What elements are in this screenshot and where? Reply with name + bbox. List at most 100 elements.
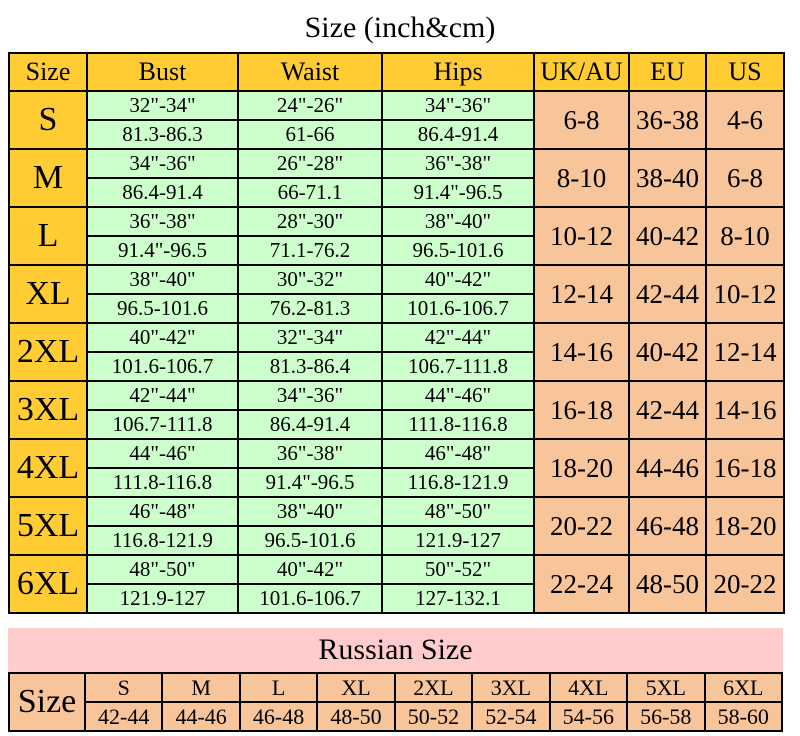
- table-row-cm: 121.9-127 101.6-106.7 127-132.1: [9, 583, 784, 614]
- size-label: 4XL: [8, 438, 88, 498]
- table-row: 6XL 48"-50" 40"-42" 50"-52" 22-24 48-50 20-22: [8, 554, 785, 614]
- waist-inch: 36"-38": [237, 438, 383, 469]
- size-label: 2XL: [8, 322, 88, 382]
- header-waist: Waist: [237, 52, 383, 92]
- table-row: S 32"-34" 24"-26" 34"-36" 6-8 36-38 4-6: [8, 90, 785, 150]
- table-row: L 36"-38" 28"-30" 38"-40" 10-12 40-42 8-10: [8, 206, 785, 266]
- us-size: 14-16: [705, 380, 785, 440]
- bust-inch: 38"-40": [86, 264, 239, 295]
- eu-size: 42-44: [628, 264, 707, 324]
- size-label: S: [8, 90, 88, 150]
- russian-number-cell: 44-46: [161, 701, 241, 732]
- russian-number-cell: 58-60: [703, 701, 783, 732]
- waist-inch: 40"-42": [237, 554, 383, 585]
- russian-number-cell: 50-52: [393, 701, 474, 732]
- hips-inch: 36"-38": [381, 148, 535, 179]
- uk-au-size: 6-8: [533, 90, 630, 150]
- uk-au-size: 16-18: [533, 380, 630, 440]
- us-size: 16-18: [705, 438, 785, 498]
- hips-inch: 46"-48": [381, 438, 535, 469]
- size-label: 5XL: [8, 496, 88, 556]
- bust-inch: 36"-38": [86, 206, 239, 237]
- hips-cm: 127-132.1: [381, 583, 535, 614]
- hips-cm: 106.7-111.8: [381, 351, 535, 382]
- table-row-cm: 81.3-86.3 61-66 86.4-91.4: [9, 119, 784, 150]
- size-label: 6XL: [8, 554, 88, 614]
- russian-size-cell: 3XL: [471, 672, 551, 703]
- header-row: Size Bust Waist Hips UK/AU EU US: [8, 52, 785, 92]
- uk-au-size: 12-14: [533, 264, 630, 324]
- bust-inch: 40"-42": [86, 322, 239, 353]
- russian-size-row: Size S M L XL 2XL 3XL 4XL 5XL 6XL: [8, 672, 783, 732]
- russian-number-cell: 46-48: [238, 701, 319, 732]
- hips-cm: 116.8-121.9: [381, 467, 535, 498]
- us-size: 18-20: [705, 496, 785, 556]
- eu-size: 42-44: [628, 380, 707, 440]
- table-row: 5XL 46"-48" 38"-40" 48"-50" 20-22 46-48 18-20: [8, 496, 785, 556]
- russian-size-cell: L: [238, 672, 319, 703]
- us-size: 4-6: [705, 90, 785, 150]
- bust-inch: 42"-44": [86, 380, 239, 411]
- table-row: M 34"-36" 26"-28" 36"-38" 8-10 38-40 6-8: [8, 148, 785, 208]
- bust-cm: 91.4"-96.5: [86, 235, 239, 266]
- size-label: 3XL: [8, 380, 88, 440]
- bust-inch: 44"-46": [86, 438, 239, 469]
- uk-au-size: 20-22: [533, 496, 630, 556]
- waist-inch: 24"-26": [237, 90, 383, 121]
- russian-number-cell: 52-54: [471, 701, 551, 732]
- bust-cm: 86.4-91.4: [86, 177, 239, 208]
- bust-cm: 111.8-116.8: [86, 467, 239, 498]
- table-row: 3XL 42"-44" 34"-36" 44"-46" 16-18 42-44 14-16: [8, 380, 785, 440]
- bust-cm: 101.6-106.7: [86, 351, 239, 382]
- russian-size-cell: 4XL: [548, 672, 629, 703]
- hips-inch: 38"-40": [381, 206, 535, 237]
- size-rows: S 32"-34" 24"-26" 34"-36" 6-8 36-38 4-6 81.3-86…: [8, 90, 785, 614]
- header-hips: Hips: [381, 52, 535, 92]
- eu-size: 40-42: [628, 206, 707, 266]
- bust-inch: 32"-34": [86, 90, 239, 121]
- russian-size-cell: XL: [316, 672, 396, 703]
- hips-inch: 50"-52": [381, 554, 535, 585]
- bust-cm: 96.5-101.6: [86, 293, 239, 324]
- header-bust: Bust: [86, 52, 239, 92]
- uk-au-size: 14-16: [533, 322, 630, 382]
- table-row-cm: 86.4-91.4 66-71.1 91.4"-96.5: [9, 177, 784, 208]
- table-row-cm: 111.8-116.8 91.4"-96.5 116.8-121.9: [9, 467, 784, 498]
- eu-size: 46-48: [628, 496, 707, 556]
- us-size: 20-22: [705, 554, 785, 614]
- waist-cm: 86.4-91.4: [237, 409, 383, 440]
- hips-inch: 42"-44": [381, 322, 535, 353]
- bust-cm: 106.7-111.8: [86, 409, 239, 440]
- header-eu: EU: [628, 52, 707, 92]
- bust-inch: 48"-50": [86, 554, 239, 585]
- us-size: 6-8: [705, 148, 785, 208]
- size-chart-table: Size Bust Waist Hips UK/AU EU US S 32"-34…: [8, 52, 785, 614]
- header-us: US: [705, 52, 785, 92]
- table-row-cm: 116.8-121.9 96.5-101.6 121.9-127: [9, 525, 784, 556]
- eu-size: 36-38: [628, 90, 707, 150]
- hips-inch: 48"-50": [381, 496, 535, 527]
- russian-size-title: Russian Size: [8, 628, 783, 672]
- table-row-cm: 96.5-101.6 76.2-81.3 101.6-106.7: [9, 293, 784, 324]
- eu-size: 40-42: [628, 322, 707, 382]
- us-size: 8-10: [705, 206, 785, 266]
- russian-size-cell: 6XL: [703, 672, 783, 703]
- waist-cm: 76.2-81.3: [237, 293, 383, 324]
- hips-cm: 111.8-116.8: [381, 409, 535, 440]
- waist-cm: 66-71.1: [237, 177, 383, 208]
- hips-cm: 96.5-101.6: [381, 235, 535, 266]
- hips-cm: 121.9-127: [381, 525, 535, 556]
- us-size: 12-14: [705, 322, 785, 382]
- bust-cm: 116.8-121.9: [86, 525, 239, 556]
- hips-inch: 40"-42": [381, 264, 535, 295]
- bust-inch: 46"-48": [86, 496, 239, 527]
- waist-inch: 28"-30": [237, 206, 383, 237]
- eu-size: 38-40: [628, 148, 707, 208]
- hips-cm: 101.6-106.7: [381, 293, 535, 324]
- uk-au-size: 18-20: [533, 438, 630, 498]
- russian-size-cell: S: [83, 672, 164, 703]
- eu-size: 44-46: [628, 438, 707, 498]
- waist-inch: 38"-40": [237, 496, 383, 527]
- table-row: 2XL 40"-42" 32"-34" 42"-44" 14-16 40-42 12-14: [8, 322, 785, 382]
- russian-number-cell: 42-44: [83, 701, 164, 732]
